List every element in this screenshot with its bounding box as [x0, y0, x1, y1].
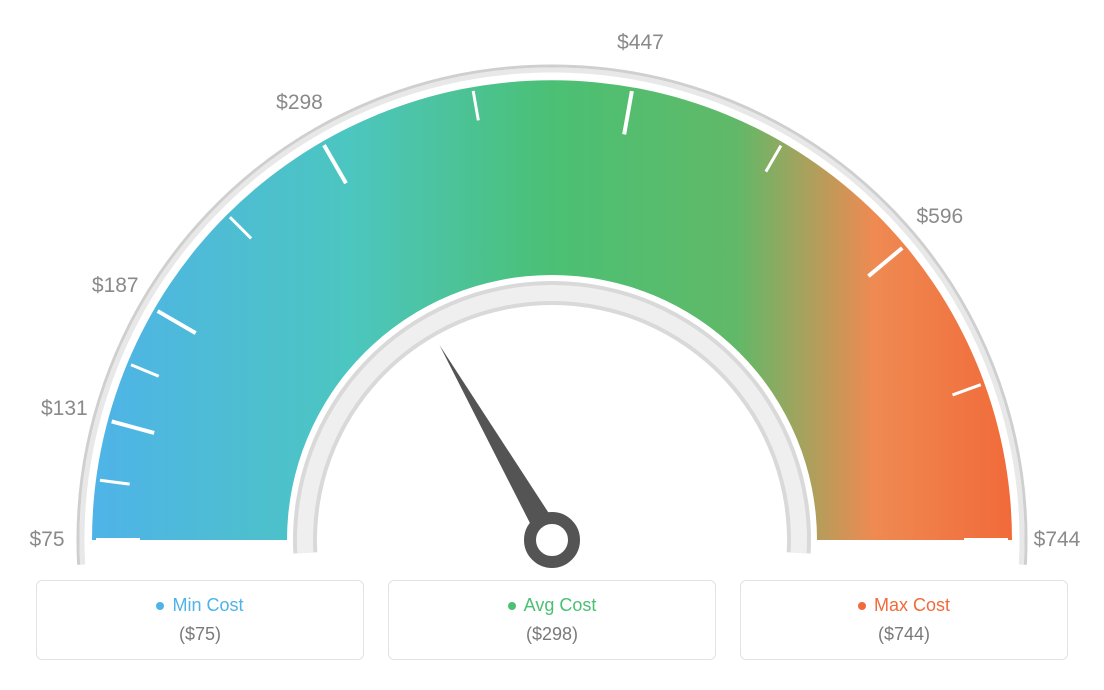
legend-label: Min Cost	[172, 595, 243, 616]
tick-label: $75	[29, 528, 64, 552]
legend-title: Avg Cost	[389, 595, 715, 616]
legend-value: ($75)	[37, 624, 363, 645]
tick-label: $744	[1034, 528, 1081, 552]
tick-label: $447	[617, 31, 664, 55]
legend-card: Avg Cost ($298)	[388, 580, 716, 660]
tick-label: $131	[41, 397, 88, 421]
tick-label: $187	[92, 274, 139, 298]
legend-value: ($298)	[389, 624, 715, 645]
legend-dot-icon	[508, 602, 516, 610]
legend-label: Max Cost	[874, 595, 950, 616]
gauge-band	[92, 80, 1012, 540]
legend-row: Min Cost ($75) Avg Cost ($298) Max Cost ($744…	[0, 580, 1104, 660]
legend-value: ($744)	[741, 624, 1067, 645]
legend-label: Avg Cost	[524, 595, 597, 616]
legend-card: Min Cost ($75)	[36, 580, 364, 660]
chart-container: $75 $131 $187 $298 $447 $596 $744 Min Cost ($75…	[0, 0, 1104, 690]
legend-dot-icon	[858, 602, 866, 610]
tick-label: $298	[276, 91, 323, 115]
legend-dot-icon	[156, 602, 164, 610]
legend-title: Max Cost	[741, 595, 1067, 616]
gauge-chart: $75 $131 $187 $298 $447 $596 $744	[0, 0, 1104, 580]
tick-label: $596	[917, 205, 964, 229]
gauge-hub	[530, 518, 574, 562]
gauge-svg	[0, 0, 1104, 580]
legend-title: Min Cost	[37, 595, 363, 616]
legend-card: Max Cost ($744)	[740, 580, 1068, 660]
